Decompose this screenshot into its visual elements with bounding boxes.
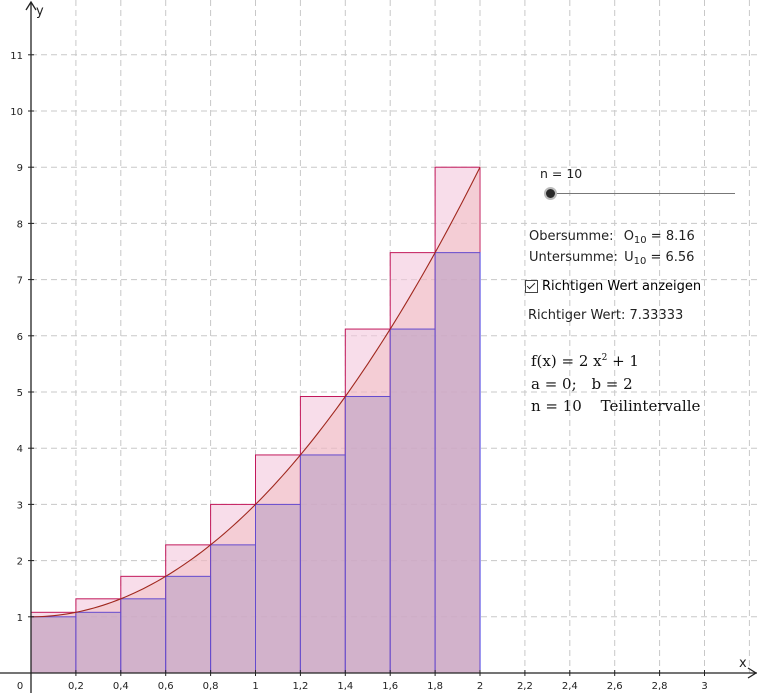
x-tick-label: 2 <box>477 681 483 692</box>
lower-sum-symbol: U <box>624 250 634 265</box>
lower-sum-rect <box>210 544 257 674</box>
y-tick-label: 1 <box>17 613 23 624</box>
x-tick-label: 3 <box>701 681 707 692</box>
show-true-value-checkbox[interactable] <box>525 280 538 293</box>
y-tick-label: 6 <box>17 332 23 343</box>
n-slider[interactable] <box>535 186 735 202</box>
slider-label: n = 10 <box>540 166 583 181</box>
formula-a: a = 0; <box>531 375 577 393</box>
lower-sum-rect <box>120 598 167 674</box>
slider-track[interactable] <box>551 193 735 194</box>
lower-sum-rect <box>434 252 481 674</box>
x-tick-label: 1 <box>252 681 258 692</box>
lower-sum-row: Untersumme: U10 = 6.56 <box>529 250 694 267</box>
x-tick-label: 2,8 <box>652 681 668 692</box>
checkbox-label[interactable]: Richtigen Wert anzeigen <box>542 279 702 294</box>
lower-sum-rect <box>299 454 346 674</box>
riemann-rectangles <box>30 166 481 674</box>
upper-sum-label: Obersumme: <box>529 229 614 244</box>
x-tick-label: 1,6 <box>382 681 398 692</box>
upper-sum-sub: 10 <box>633 235 647 246</box>
show-true-value-checkbox-row[interactable]: Richtigen Wert anzeigen <box>525 279 701 294</box>
x-tick-label: 0,4 <box>113 681 129 692</box>
formula-f-right: + 1 <box>607 352 639 370</box>
y-tick-label: 2 <box>17 557 23 568</box>
lower-sum-rect <box>255 503 301 674</box>
upper-sum-value: = 8.16 <box>650 229 695 244</box>
y-axis-arrow <box>25 0 37 11</box>
y-tick-label: 4 <box>17 444 23 455</box>
formula-f-left: f(x) = 2 x <box>531 352 602 370</box>
y-tick-label: 10 <box>10 107 23 118</box>
formula-n: n = 10 <box>531 397 582 415</box>
function-formula: f(x) = 2 x2 + 1 <box>531 352 639 370</box>
slider-knob[interactable] <box>544 187 557 200</box>
x-axis-label: x <box>739 656 747 671</box>
true-value-text: Richtiger Wert: 7.33333 <box>528 308 684 323</box>
x-tick-label: 2,2 <box>517 681 533 692</box>
x-tick-label: 0,6 <box>158 681 174 692</box>
x-tick-label: 0 <box>17 681 23 692</box>
formula-b: b = 2 <box>591 375 633 393</box>
y-tick-label: 9 <box>17 163 23 174</box>
subinterval-formula: n = 10 Teilintervalle <box>531 397 700 415</box>
x-tick-label: 1,2 <box>292 681 308 692</box>
tick-labels: 0 0,2 0,4 0,6 0,8 1 1,2 1,4 1,6 1,8 2 2,2 2,4 2,6 2,8 3… <box>10 4 747 692</box>
x-tick-label: 1,4 <box>337 681 353 692</box>
true-area <box>31 167 480 673</box>
formula-exp: 2 <box>601 353 608 363</box>
y-tick-label: 3 <box>17 500 23 511</box>
upper-sum-symbol: O <box>623 229 634 244</box>
lower-sum-rect <box>75 611 122 674</box>
lower-sum-label: Untersumme: <box>529 250 618 265</box>
lower-sum-sub: 10 <box>633 256 647 267</box>
lower-sum-rect <box>165 575 212 674</box>
upper-sum-row: Obersumme: O10 = 8.16 <box>529 229 695 246</box>
lower-sum-rect <box>344 395 391 674</box>
x-axis-arrow <box>747 667 757 679</box>
y-tick-label: 8 <box>17 219 23 230</box>
x-tick-label: 0,8 <box>203 681 219 692</box>
y-tick-label: 7 <box>17 276 23 287</box>
y-tick-label: 5 <box>17 388 23 399</box>
x-tick-label: 1,8 <box>427 681 443 692</box>
x-tick-label: 0,2 <box>68 681 84 692</box>
y-tick-label: 11 <box>10 51 23 62</box>
formula-n-text: Teilintervalle <box>600 397 701 415</box>
function-curve <box>30 166 481 618</box>
interval-formula: a = 0; b = 2 <box>531 375 633 393</box>
lower-sum-value: = 6.56 <box>650 250 695 265</box>
x-tick-label: 2,4 <box>562 681 578 692</box>
x-tick-label: 2,6 <box>607 681 623 692</box>
y-axis-label: y <box>36 4 44 19</box>
